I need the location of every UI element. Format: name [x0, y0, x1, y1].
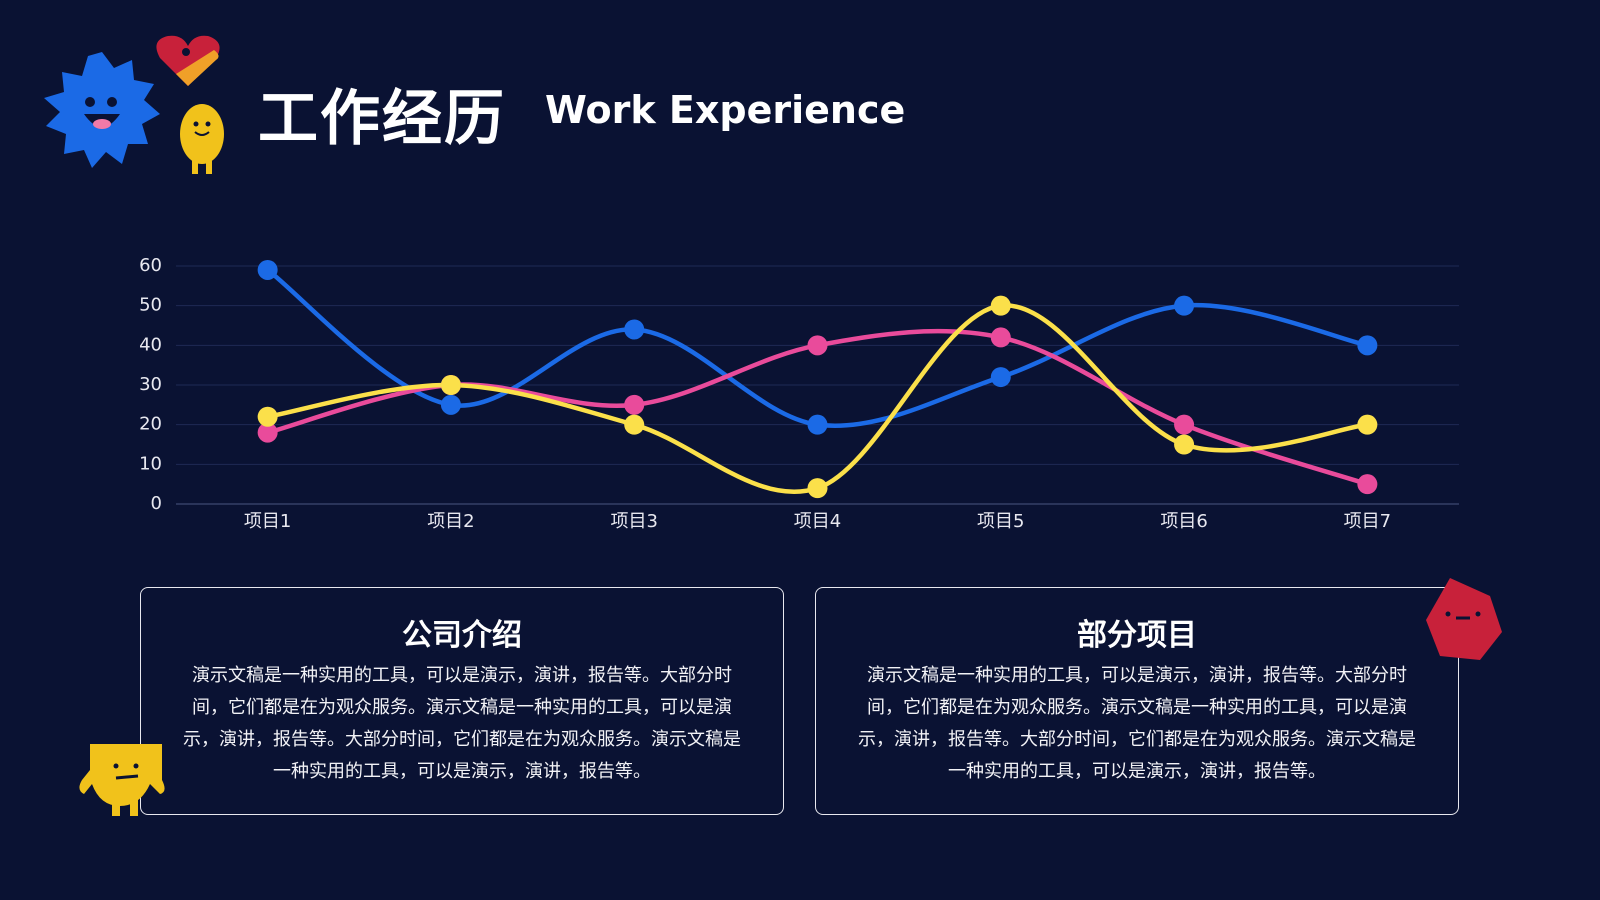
x-tick-label: 项目4 [794, 511, 841, 532]
x-tick-label: 项目6 [1160, 511, 1207, 532]
point [1174, 295, 1195, 316]
slide-title: 工作经历 [258, 84, 506, 154]
point [1357, 335, 1378, 356]
slide-subtitle: Work Experience [545, 88, 906, 132]
point [807, 414, 828, 435]
y-tick-label: 10 [139, 453, 162, 474]
y-tick-label: 0 [151, 493, 162, 514]
point [257, 259, 278, 280]
card-body: 演示文稿是一种实用的工具，可以是演示，演讲，报告等。大部分时间，它们都是在为观众… [183, 665, 741, 782]
card-title: 部分项目 [1077, 618, 1197, 653]
point [440, 375, 461, 395]
x-tick-label: 项目5 [977, 511, 1024, 532]
point [807, 478, 828, 499]
line-chart: 0 10 20 30 40 50 60 项目1 项目2 项目3 项目4 项目5 项目6 项目7 [139, 255, 1459, 532]
x-tick-label: 项目3 [610, 511, 657, 532]
point [440, 394, 461, 415]
point [257, 422, 278, 443]
y-tick-label: 50 [139, 295, 162, 316]
point [1174, 414, 1195, 435]
x-tick-label: 项目1 [244, 511, 291, 532]
point [624, 319, 645, 340]
card: 公司介绍 演示文稿是一种实用的工具，可以是演示，演讲，报告等。大部分时间，它们都… [140, 587, 784, 815]
y-tick-label: 20 [139, 414, 162, 435]
card-body: 演示文稿是一种实用的工具，可以是演示，演讲，报告等。大部分时间，它们都是在为观众… [858, 665, 1416, 782]
card-title: 公司介绍 [402, 618, 522, 653]
point [257, 406, 278, 427]
point [1174, 434, 1195, 455]
x-tick-label: 项目7 [1344, 511, 1391, 532]
card: 部分项目 演示文稿是一种实用的工具，可以是演示，演讲，报告等。大部分时间，它们都… [815, 587, 1459, 815]
point [990, 367, 1011, 388]
point [624, 394, 645, 415]
point [990, 295, 1011, 316]
y-tick-label: 40 [139, 334, 162, 355]
y-tick-label: 60 [139, 255, 162, 276]
point [807, 335, 828, 356]
point [990, 327, 1011, 348]
y-tick-label: 30 [139, 374, 162, 395]
x-tick-label: 项目2 [427, 511, 474, 532]
point [1357, 474, 1378, 495]
point [1357, 414, 1378, 435]
point [624, 414, 645, 435]
